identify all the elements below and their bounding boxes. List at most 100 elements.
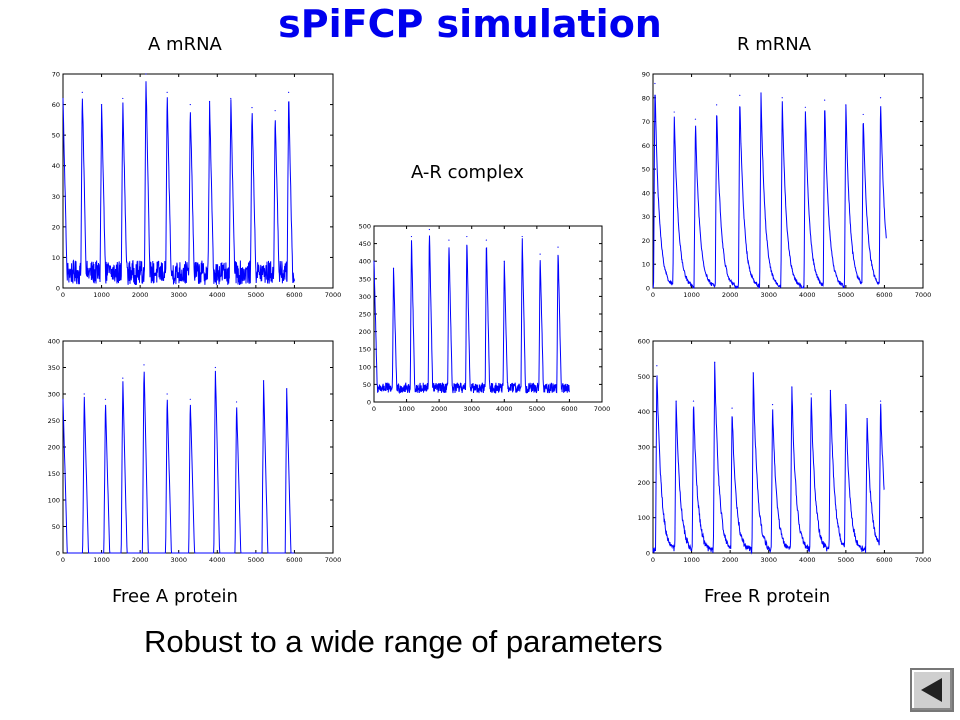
y-tick-label: 0 xyxy=(56,550,60,558)
previous-slide-icon xyxy=(921,678,942,702)
x-tick-label: 3000 xyxy=(170,291,187,299)
x-tick-label: 2000 xyxy=(132,291,149,299)
y-tick-label: 100 xyxy=(359,363,371,371)
chart-ar-complex: 0 1000 2000 3000 4000 5000 6000 7000 0 50 100 150 20… xyxy=(359,223,611,414)
y-tick-label: 350 xyxy=(359,275,371,283)
series-line xyxy=(62,370,295,554)
series-line xyxy=(652,362,885,555)
peak-point xyxy=(373,260,375,262)
x-tick-label: 3000 xyxy=(170,556,187,564)
peak-point xyxy=(448,239,450,241)
slide-title: sPiFCP simulation xyxy=(278,2,662,46)
x-tick-label: 7000 xyxy=(594,405,611,413)
y-tick-label: 150 xyxy=(359,346,371,354)
peak-point xyxy=(100,103,103,106)
peak-point xyxy=(392,267,395,269)
peak-point xyxy=(189,103,191,106)
peak-point xyxy=(62,398,64,400)
previous-slide-button[interactable] xyxy=(910,668,954,712)
y-tick-label: 150 xyxy=(48,470,60,478)
peak-point xyxy=(539,253,541,255)
peak-point xyxy=(81,91,83,93)
axes-box xyxy=(62,340,334,554)
x-tick-label: 3000 xyxy=(760,291,777,299)
x-tick-label: 0 xyxy=(372,405,376,413)
peak-point xyxy=(731,407,733,409)
peak-point xyxy=(675,400,677,402)
label-free-r-protein: Free R protein xyxy=(704,586,831,607)
peak-point xyxy=(692,400,695,402)
y-tick-label: 70 xyxy=(52,71,60,79)
peak-point xyxy=(485,239,487,241)
x-tick-label: 1000 xyxy=(398,405,415,413)
peak-point xyxy=(62,97,64,100)
series-line xyxy=(62,81,295,285)
x-tick-label: 6000 xyxy=(876,556,893,564)
peak-point xyxy=(760,92,762,94)
x-tick-label: 4000 xyxy=(209,291,226,299)
peak-point xyxy=(122,97,124,100)
x-tick-label: 6000 xyxy=(561,405,578,413)
series-line xyxy=(373,235,570,395)
y-tick-label: 600 xyxy=(638,338,650,346)
peak-point xyxy=(145,73,147,75)
x-tick-label: 2000 xyxy=(132,556,149,564)
peak-point xyxy=(251,107,253,109)
peak-point xyxy=(804,106,806,108)
y-tick-label: 70 xyxy=(642,118,650,126)
peak-point xyxy=(166,91,168,93)
y-tick-label: 60 xyxy=(52,101,60,109)
peak-point xyxy=(274,110,276,112)
x-tick-label: 2000 xyxy=(722,291,739,299)
x-tick-label: 1000 xyxy=(683,291,700,299)
peak-point xyxy=(83,393,85,395)
peak-point xyxy=(694,118,697,120)
y-tick-label: 100 xyxy=(638,514,650,522)
y-tick-label: 80 xyxy=(642,94,650,102)
x-tick-label: 3000 xyxy=(463,405,480,413)
peak-point xyxy=(714,361,716,363)
y-tick-label: 500 xyxy=(638,373,650,381)
peak-point xyxy=(122,377,124,379)
peak-point xyxy=(503,260,505,262)
peak-point xyxy=(230,97,232,100)
y-tick-label: 60 xyxy=(642,142,650,150)
x-tick-label: 1000 xyxy=(93,556,110,564)
x-tick-label: 1000 xyxy=(93,291,110,299)
x-tick-label: 7000 xyxy=(915,556,932,564)
chart-r-mrna: 0 1000 2000 3000 4000 5000 6000 7000 0 10 20 30 40 50… xyxy=(642,71,932,300)
peak-point xyxy=(824,99,826,101)
peak-point xyxy=(557,246,559,248)
y-tick-label: 40 xyxy=(52,162,60,170)
label-free-a-protein: Free A protein xyxy=(112,586,238,607)
peak-point xyxy=(286,388,288,390)
x-tick-label: 4000 xyxy=(496,405,513,413)
y-tick-label: 50 xyxy=(52,132,60,140)
peak-point xyxy=(879,400,882,402)
peak-point xyxy=(716,104,718,106)
x-tick-label: 6000 xyxy=(876,291,893,299)
peak-point xyxy=(829,389,832,392)
peak-point xyxy=(143,364,145,366)
chart-free-r-protein: 0 1000 2000 3000 4000 5000 6000 7000 0 100 200 300 4… xyxy=(638,338,932,565)
peak-point xyxy=(781,97,783,99)
peak-point xyxy=(673,111,675,113)
y-tick-label: 0 xyxy=(56,285,60,293)
x-tick-label: 3000 xyxy=(760,556,777,564)
x-tick-label: 6000 xyxy=(286,291,303,299)
y-tick-label: 400 xyxy=(638,408,650,416)
label-ar-complex: A-R complex xyxy=(411,162,524,183)
peak-point xyxy=(214,366,216,369)
peak-point xyxy=(235,401,238,403)
y-tick-label: 50 xyxy=(642,166,650,174)
peak-point xyxy=(656,365,658,367)
series-line xyxy=(652,92,887,290)
y-tick-label: 90 xyxy=(642,71,650,79)
y-tick-label: 10 xyxy=(52,254,60,262)
peak-point xyxy=(791,386,793,388)
x-tick-label: 2000 xyxy=(431,405,448,413)
y-tick-label: 400 xyxy=(359,258,371,266)
peak-point xyxy=(866,418,868,420)
x-tick-label: 7000 xyxy=(325,291,342,299)
y-tick-label: 30 xyxy=(642,213,650,221)
